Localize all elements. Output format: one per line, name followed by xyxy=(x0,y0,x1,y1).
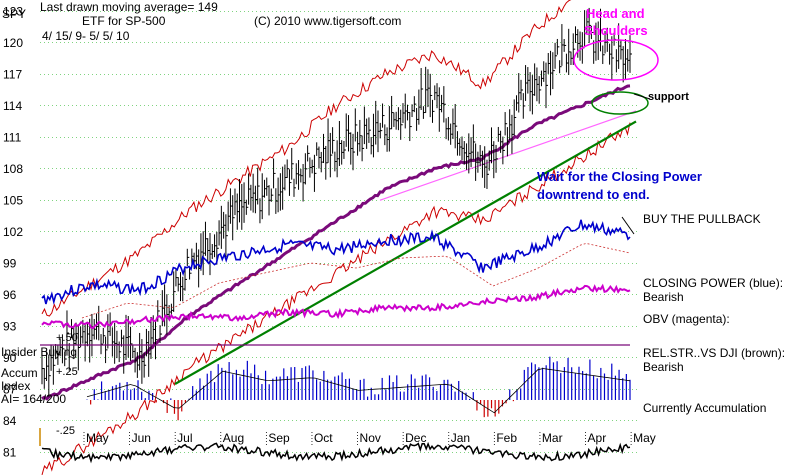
upper-band-line xyxy=(41,0,572,317)
accum-ma-line xyxy=(86,368,631,414)
closing-power-ma-line xyxy=(81,242,631,319)
date-range-label: 4/ 15/ 9- 5/ 5/ 10 xyxy=(42,29,130,43)
month-label: Jul xyxy=(177,431,192,445)
y-tick-label: 87 xyxy=(3,382,17,396)
moving-average-label: Last drawn moving average= 149 xyxy=(40,0,218,14)
lower-band-line xyxy=(41,122,631,475)
copyright-label: (C) 2010 www.tigersoft.com xyxy=(254,14,401,28)
month-label: Aug xyxy=(223,431,244,445)
month-label: Sep xyxy=(268,431,290,445)
month-label: May xyxy=(86,431,109,445)
obv-label: OBV (magenta): xyxy=(643,312,730,326)
accum-label-line-1: Accum xyxy=(1,366,38,380)
y-tick-label: 111 xyxy=(3,130,22,144)
y-tick-label: 105 xyxy=(3,193,23,207)
insider-label: Insider Buying xyxy=(1,345,77,359)
accum-tick-upper: +.25 xyxy=(56,366,78,378)
accumulation-label: Currently Accumulation xyxy=(643,401,766,415)
y-tick-label: 90 xyxy=(3,351,17,365)
support-label: support xyxy=(648,91,689,103)
obv-line xyxy=(41,283,631,330)
bottom-indicator-layer xyxy=(41,441,631,464)
head-shoulders-line-2: Shoulders xyxy=(584,23,648,38)
month-label: Oct xyxy=(314,431,333,445)
y-tick-label: 81 xyxy=(3,445,17,459)
month-label: Mar xyxy=(542,431,563,445)
y-axis-ticks: 123 120 117 114 111 108 105 102 99 96 93 90 87 84 81 xyxy=(3,4,23,459)
y-tick-label: 108 xyxy=(3,162,23,176)
accum-layer xyxy=(86,356,631,421)
support-ellipse xyxy=(591,91,649,115)
closing-power-label: CLOSING POWER (blue): xyxy=(643,276,783,290)
month-label: Jan xyxy=(451,431,470,445)
symbol-label: SPY xyxy=(2,7,26,21)
accum-tick-lower: -.25 xyxy=(56,425,75,437)
y-tick-label: 102 xyxy=(3,225,23,239)
y-tick-label: 84 xyxy=(3,414,17,428)
closing-power-line xyxy=(41,219,631,306)
buy-pointer xyxy=(621,216,635,235)
month-label: Apr xyxy=(588,431,607,445)
insider-tick: +.50 xyxy=(56,332,78,344)
accum-label-line-3: AI= 164/200 xyxy=(1,392,66,406)
wait-line-2: downtrend to end. xyxy=(537,187,650,202)
month-label: Nov xyxy=(360,431,381,445)
wait-line-1: Wait for the Closing Power xyxy=(537,169,702,184)
y-tick-label: 99 xyxy=(3,256,17,270)
price-bars xyxy=(41,7,632,397)
y-tick-label: 123 xyxy=(3,4,23,18)
support-trendline xyxy=(174,120,637,385)
accum-label-line-2: Index xyxy=(1,379,30,393)
obv-layer xyxy=(41,283,631,330)
head-shoulders-ellipse xyxy=(573,39,659,81)
etf-label: ETF for SP-500 xyxy=(82,14,166,28)
month-label: Feb xyxy=(496,431,517,445)
closing-power-status: Bearish xyxy=(643,290,684,304)
month-label: May xyxy=(633,431,656,445)
head-shoulders-line-1: Head and xyxy=(586,6,645,21)
y-tick-label: 117 xyxy=(3,67,22,81)
closing-power-layer xyxy=(41,219,631,319)
y-tick-label: 93 xyxy=(3,319,17,333)
relstr-status: Bearish xyxy=(643,360,684,374)
y-tick-label: 120 xyxy=(3,36,23,50)
month-label: Jun xyxy=(132,431,151,445)
relstr-label: REL.STR..VS DJI (brown): xyxy=(643,346,785,360)
buy-label: BUY THE PULLBACK xyxy=(643,212,761,226)
month-label: Dec xyxy=(405,431,426,445)
support-lines xyxy=(174,110,637,385)
lower-magenta-trendline xyxy=(379,110,637,201)
month-axis: May Jun Jul Aug Sep Oct Nov Dec Jan Feb Mar Apr May xyxy=(83,431,656,445)
relative-strength-line xyxy=(41,441,631,464)
y-tick-label: 114 xyxy=(3,99,22,113)
y-tick-label: 96 xyxy=(3,288,17,302)
support-pointer xyxy=(633,93,651,100)
